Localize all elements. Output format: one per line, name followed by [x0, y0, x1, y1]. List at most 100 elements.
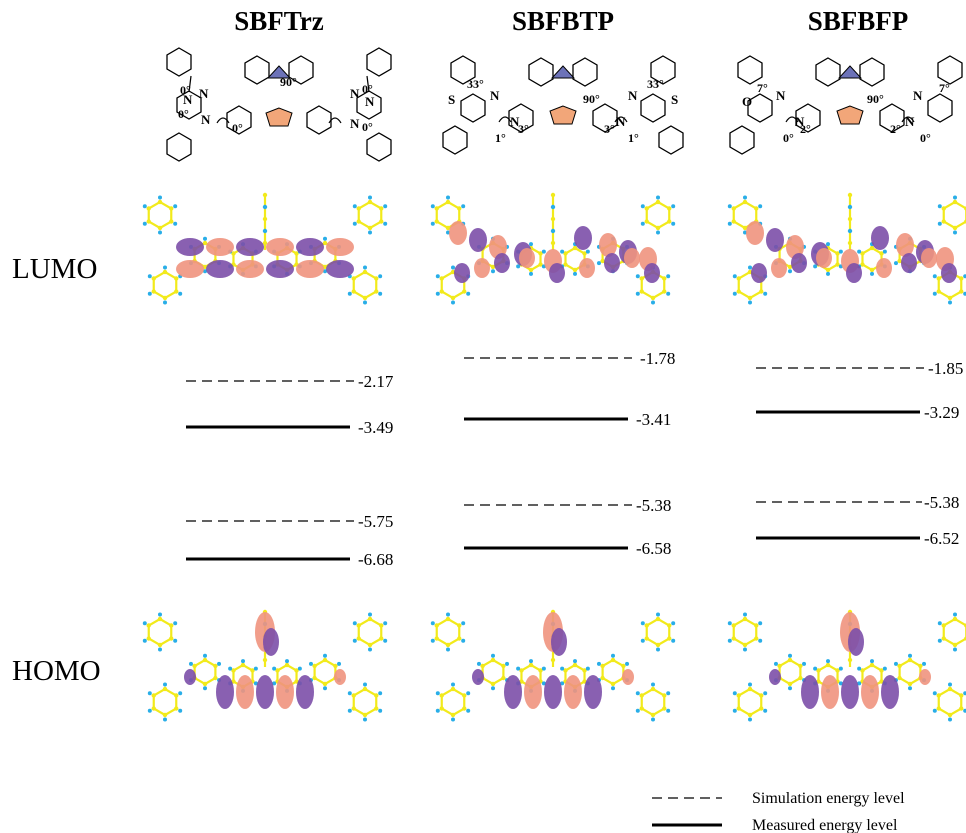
- hydrogen-atom: [763, 708, 768, 713]
- carbon-atom: [582, 251, 587, 256]
- carbon-atom: [662, 276, 667, 281]
- carbon-atom: [528, 662, 534, 668]
- homo-lobe: [504, 675, 522, 709]
- carbon-atom: [959, 693, 964, 698]
- carbon-atom: [275, 668, 280, 673]
- hydrogen-atom: [163, 300, 167, 305]
- hydrogen-atom: [953, 195, 957, 200]
- homo-lobe: [524, 675, 542, 709]
- hydrogen-atom: [838, 681, 843, 686]
- hydrogen-atom: [963, 291, 966, 296]
- carbon-atom: [941, 623, 946, 628]
- carbon-atom: [250, 668, 255, 673]
- carbon-atom: [655, 616, 661, 622]
- spiro-atom: [550, 204, 556, 210]
- carbon-atom: [146, 623, 151, 628]
- sbfbtp-homo-sim-value: -5.38: [636, 496, 671, 515]
- lumo-lobe: [519, 248, 535, 268]
- carbon-atom: [754, 636, 759, 641]
- sbfbfp-lumo-meas-value: -3.29: [924, 403, 959, 422]
- hydrogen-atom: [937, 221, 942, 226]
- hydrogen-atom: [743, 647, 747, 652]
- hydrogen-atom: [466, 291, 471, 296]
- homo-lobe: [544, 675, 562, 709]
- carbon-atom: [174, 276, 179, 281]
- homo-lobe: [551, 628, 567, 656]
- hydrogen-atom: [461, 638, 466, 643]
- carbon-ring: [313, 658, 337, 686]
- hydrogen-atom: [383, 638, 388, 643]
- carbon-atom: [146, 206, 151, 211]
- carbon-atom: [897, 663, 902, 669]
- carbon-atom: [759, 706, 764, 711]
- spiro-atom: [550, 216, 556, 222]
- hydrogen-atom: [882, 249, 887, 254]
- carbon-atom: [860, 262, 865, 267]
- carbon-atom: [490, 681, 496, 687]
- homo-lobe: [919, 669, 931, 685]
- hydrogen-atom: [748, 300, 752, 305]
- hydrogen-atom: [857, 249, 862, 254]
- hydrogen-atom: [147, 691, 152, 696]
- carbon-atom: [362, 712, 368, 718]
- lumo-lobe: [644, 263, 660, 283]
- carbon-atom: [162, 269, 168, 275]
- hydrogen-atom: [826, 271, 830, 276]
- hydrogen-atom: [352, 204, 357, 209]
- hydrogen-atom: [763, 291, 768, 296]
- carbon-atom: [457, 206, 462, 211]
- carbon-atom: [202, 657, 208, 663]
- carbon-atom: [362, 295, 368, 301]
- lumo-lobe: [206, 260, 234, 278]
- angle-label: 7°: [757, 81, 768, 95]
- hydrogen-atom: [451, 265, 455, 270]
- carbon-atom: [162, 712, 168, 718]
- carbon-atom: [952, 642, 958, 648]
- carbon-atom: [174, 289, 179, 294]
- spiro-atom: [550, 192, 556, 198]
- hydrogen-atom: [585, 249, 590, 254]
- molecule-title-sbfbtp: SBFBTP: [512, 6, 614, 36]
- hydrogen-atom: [323, 269, 327, 274]
- carbon-atom: [759, 289, 764, 294]
- spiro-atom: [550, 228, 556, 234]
- hydrogen-atom: [826, 659, 830, 664]
- angle-label: 0°: [362, 120, 373, 134]
- carbon-atom: [600, 675, 605, 681]
- carbon-atom: [759, 693, 764, 698]
- carbon-ring: [357, 200, 383, 230]
- carbon-atom: [490, 264, 496, 270]
- atom-label: O: [742, 94, 752, 109]
- hydrogen-atom: [953, 647, 957, 652]
- hydrogen-atom: [451, 717, 455, 722]
- carbon-atom: [151, 276, 156, 281]
- hydrogen-atom: [178, 691, 183, 696]
- hydrogen-atom: [651, 717, 655, 722]
- hydrogen-atom: [158, 647, 162, 652]
- homo-row-label: HOMO: [12, 655, 101, 687]
- lumo-lobe: [296, 260, 324, 278]
- hydrogen-atom: [347, 708, 352, 713]
- carbon-atom: [947, 686, 953, 692]
- carbon-atom: [835, 262, 840, 267]
- carbon-atom: [897, 258, 902, 264]
- carbon-ring: [147, 200, 173, 230]
- lumo-lobe: [766, 228, 784, 252]
- carbon-atom: [151, 289, 156, 294]
- hydrogen-atom: [671, 638, 676, 643]
- carbon-ring: [645, 200, 671, 230]
- carbon-atom: [362, 269, 368, 275]
- hydrogen-atom: [640, 621, 645, 626]
- hydrogen-atom: [560, 666, 565, 671]
- hydrogen-atom: [573, 271, 577, 276]
- lumo-lobe: [266, 238, 294, 256]
- carbon-atom: [941, 206, 946, 211]
- carbon-atom: [379, 219, 384, 224]
- sbftrz-lumo-meas-value: -3.49: [358, 418, 393, 437]
- hydrogen-atom: [788, 686, 792, 691]
- lumo-lobe: [489, 235, 507, 259]
- sbftrz-homo-meas-value: -6.68: [358, 550, 393, 569]
- carbon-atom: [644, 623, 649, 628]
- lumo-lobe: [791, 253, 807, 273]
- carbon-atom: [736, 289, 741, 294]
